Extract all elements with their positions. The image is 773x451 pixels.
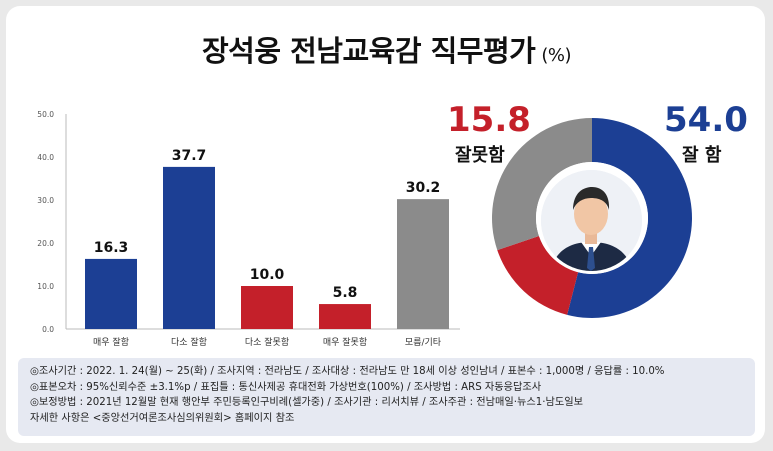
x-category-label: 모름/기타 bbox=[405, 337, 442, 348]
x-category-label: 다소 잘함 bbox=[171, 336, 207, 348]
bar bbox=[85, 258, 137, 329]
bad-total-label: 잘못함 bbox=[455, 145, 505, 166]
y-tick-label: 10.0 bbox=[37, 282, 54, 291]
donut-slice bbox=[497, 235, 579, 315]
donut-slice bbox=[567, 118, 692, 318]
bar-value-label: 16.3 bbox=[94, 240, 129, 256]
y-tick-label: 40.0 bbox=[37, 153, 54, 162]
x-category-label: 매우 잘못함 bbox=[323, 336, 367, 348]
chart-title: 장석웅 전남교육감 직무평가 (%) bbox=[0, 28, 773, 70]
x-category-label: 다소 잘못함 bbox=[245, 336, 289, 348]
bar bbox=[163, 166, 215, 329]
donut-slice bbox=[492, 118, 592, 251]
x-category-label: 매우 잘함 bbox=[93, 336, 129, 348]
bad-total-value: 15.8 bbox=[447, 100, 531, 140]
good-total-value: 54.0 bbox=[664, 100, 748, 140]
note-line: ◎조사기간 : 2022. 1. 24(월) ~ 25(화) / 조사지역 : … bbox=[30, 366, 665, 377]
title-unit: (%) bbox=[541, 45, 571, 66]
bar-chart: 0.0 10.0 20.0 30.0 40.0 50.0 16.3 매우 잘함 37.7 다소 잘… bbox=[37, 110, 460, 348]
bar-value-label: 30.2 bbox=[406, 180, 441, 196]
bar-value-label: 5.8 bbox=[333, 285, 358, 301]
y-tick-label: 20.0 bbox=[37, 239, 54, 248]
bar-value-label: 10.0 bbox=[250, 267, 285, 283]
good-total-label: 잘 함 bbox=[682, 145, 722, 166]
y-tick-label: 50.0 bbox=[37, 110, 54, 119]
note-line: ◎표본오차 : 95%신뢰수준 ±3.1%p / 표집틀 : 통신사제공 휴대전… bbox=[30, 381, 542, 393]
bar bbox=[319, 304, 371, 329]
survey-notes: ◎조사기간 : 2022. 1. 24(월) ~ 25(화) / 조사지역 : … bbox=[18, 358, 755, 436]
title-text: 장석웅 전남교육감 직무평가 bbox=[201, 34, 536, 68]
bar bbox=[241, 286, 293, 329]
bar bbox=[397, 199, 449, 329]
note-line: ◎보정방법 : 2021년 12월말 현재 행안부 주민등록인구비례(셀가중) … bbox=[30, 397, 583, 408]
y-tick-label: 0.0 bbox=[42, 325, 54, 334]
bar-value-label: 37.7 bbox=[172, 148, 207, 164]
y-tick-label: 30.0 bbox=[37, 196, 54, 205]
note-line: 자세한 사항은 <중앙선거여론조사심의위원회> 홈페이지 참조 bbox=[30, 412, 295, 424]
person-photo bbox=[541, 170, 642, 271]
